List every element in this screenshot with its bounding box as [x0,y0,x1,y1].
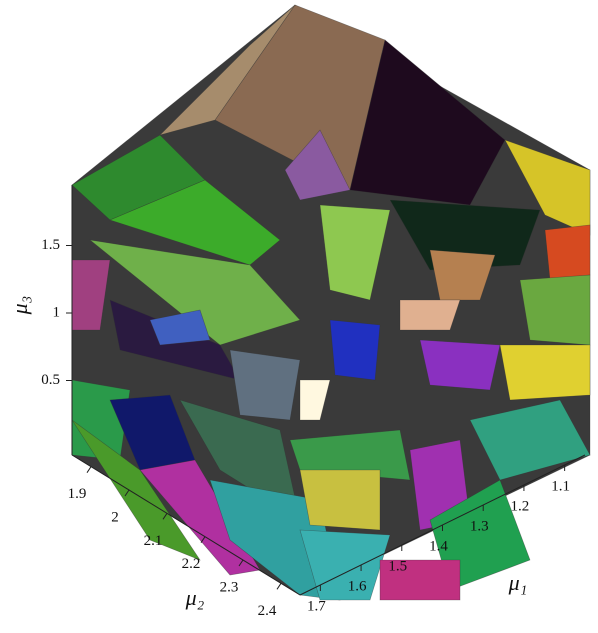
y-axis [71,454,301,596]
tick-mark [276,583,282,590]
x-tick-label: 1.3 [470,518,489,534]
x-tick-label: 1.5 [388,558,407,574]
x-tick-label: 1.4 [429,538,448,554]
y-tick-label: 2.4 [258,603,277,619]
y-tick-label: 1.9 [68,486,87,502]
z-axis-label: μ₃ [7,296,32,316]
y-axis-label: μ₂ [185,585,205,610]
tick-mark [124,489,130,497]
z-tick-label: 1 [53,304,61,320]
y-tick-label: 2.1 [144,533,163,549]
tick-mark [162,513,168,520]
y-tick-label: 2 [111,509,119,525]
tick-mark [238,559,244,567]
tick-mark [200,536,206,543]
polytopes [71,4,591,601]
x-tick-label: 1.2 [511,498,530,514]
y-tick-label: 2.3 [220,579,239,595]
x-tick-label: 1.7 [307,598,326,614]
x-tick-label: 1.6 [348,578,367,594]
z-tick-label: 1.5 [41,237,60,253]
x-axis-label: μ₁ [508,570,528,595]
z-tick-label: 0.5 [41,372,60,388]
tick-mark [86,466,92,473]
x-tick-label: 1.1 [551,478,570,494]
y-tick-label: 2.2 [182,556,201,572]
